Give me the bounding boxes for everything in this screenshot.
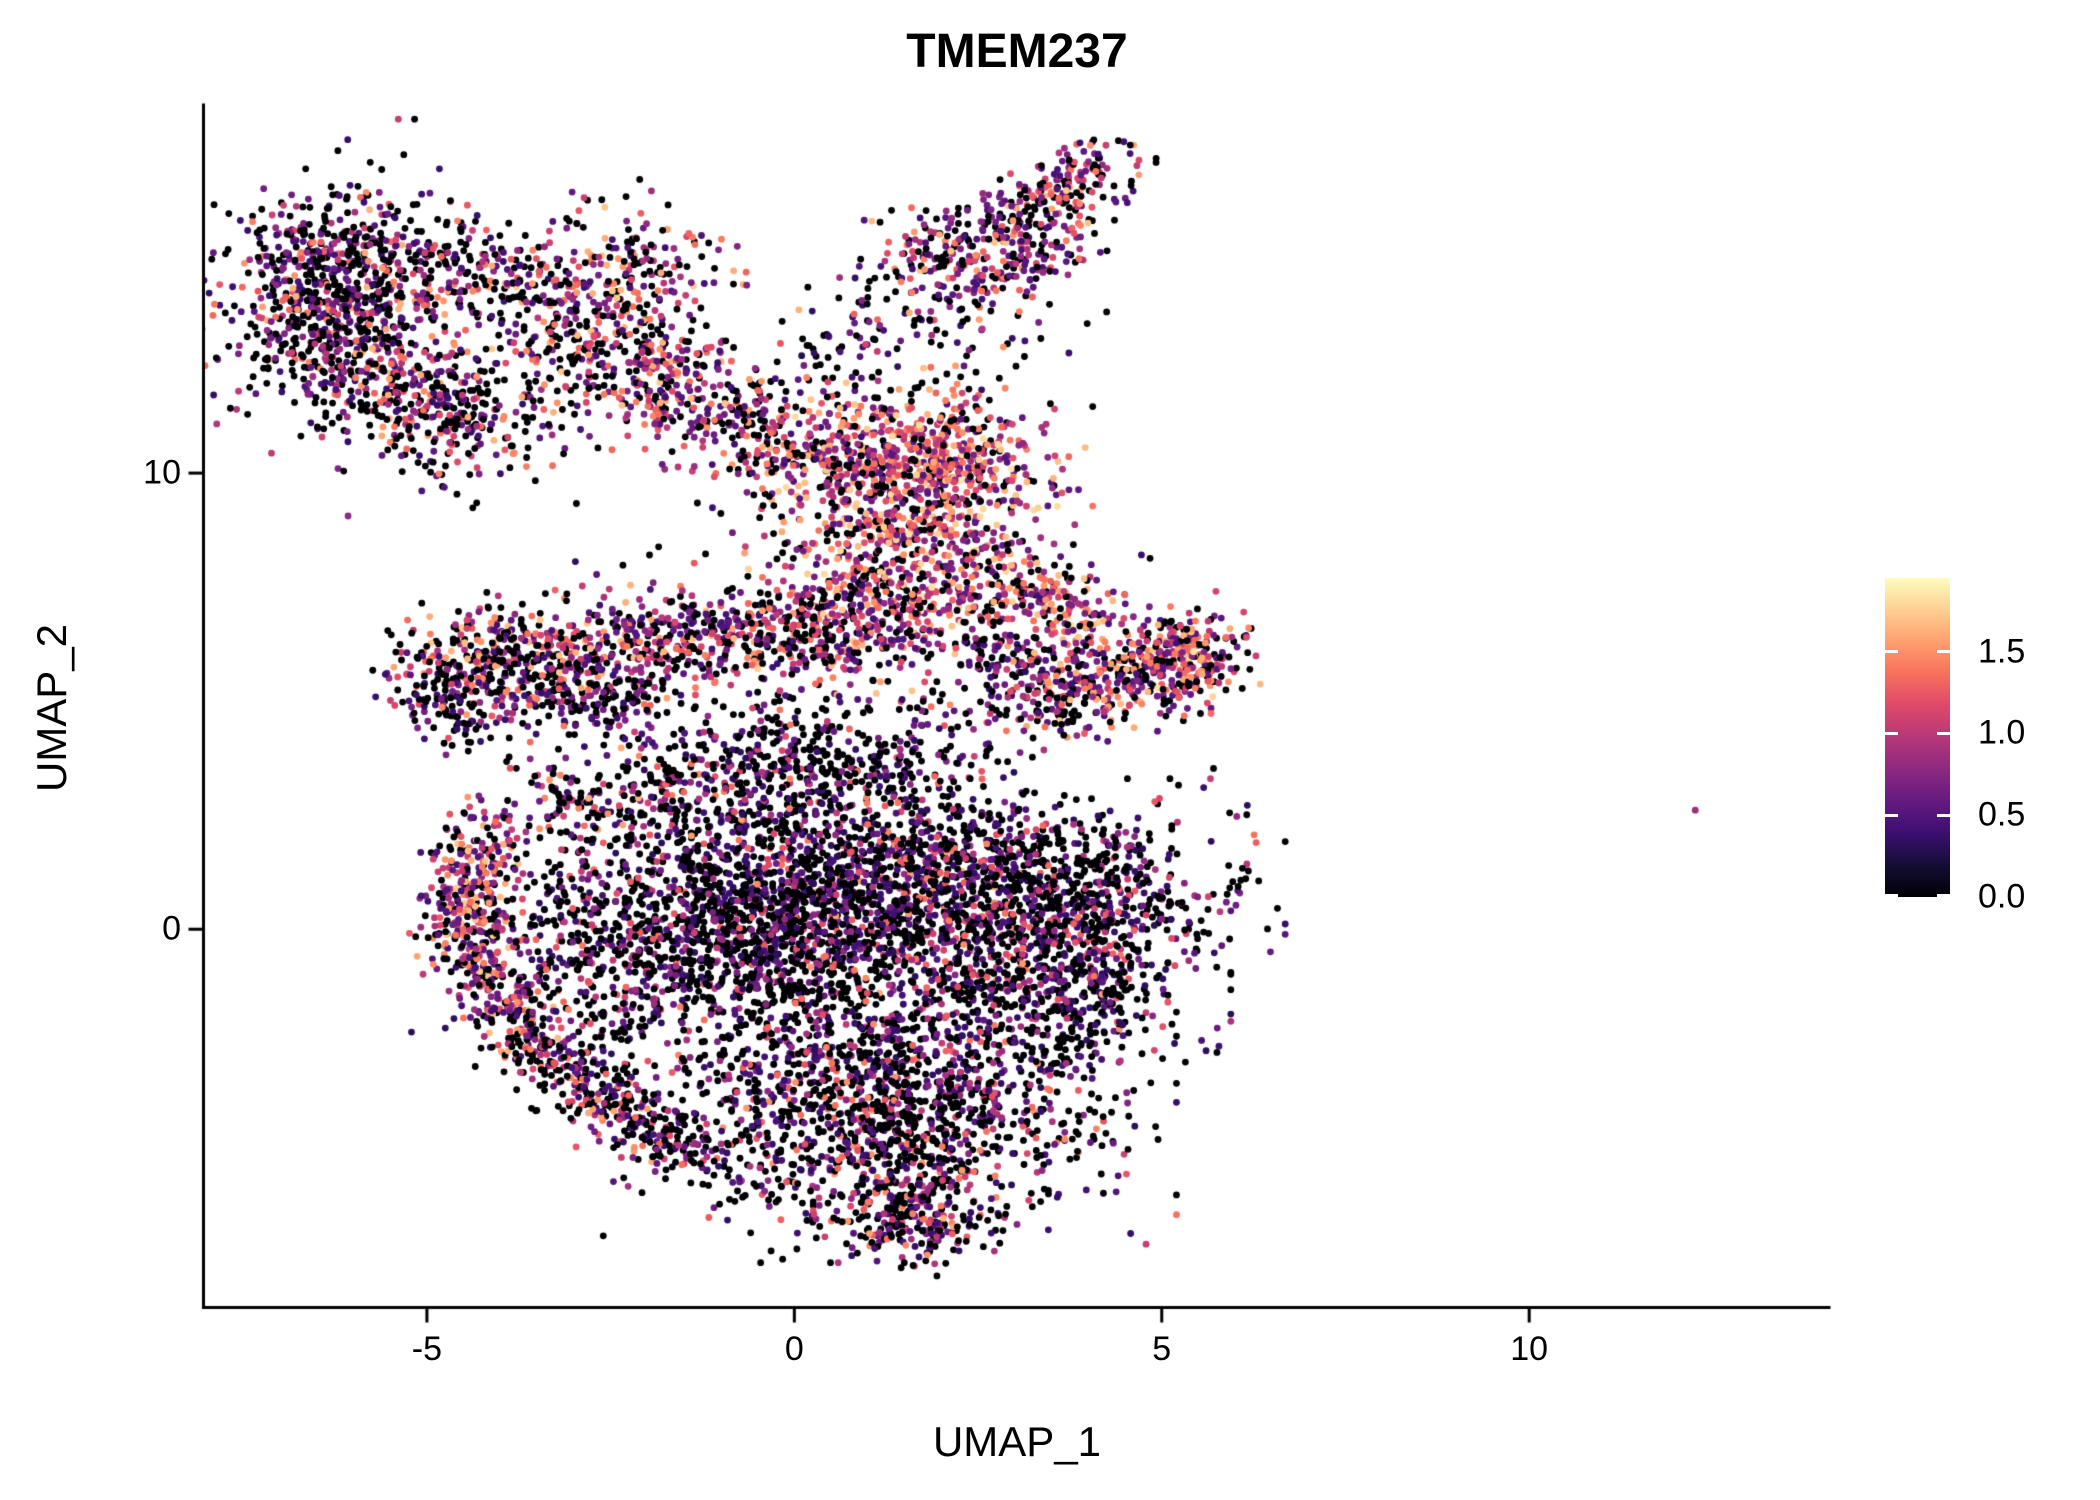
colorbar-tick-label: 1.0 bbox=[1978, 713, 2026, 752]
x-tick-label: 0 bbox=[784, 1330, 804, 1368]
colorbar-tick bbox=[1937, 650, 1950, 654]
colorbar-tick-label: 0.0 bbox=[1978, 877, 2026, 916]
colorbar-tick bbox=[1885, 731, 1898, 735]
colorbar-tick-label: 1.5 bbox=[1978, 632, 2026, 671]
x-tick-label: 5 bbox=[1152, 1330, 1172, 1368]
colorbar-tick bbox=[1885, 894, 1898, 897]
colorbar-tick bbox=[1937, 731, 1950, 735]
colorbar-tick bbox=[1885, 813, 1898, 817]
chart-title: TMEM237 bbox=[906, 25, 1128, 78]
colorbar-gradient bbox=[1885, 578, 1950, 897]
x-tick-label: 10 bbox=[1510, 1330, 1549, 1368]
y-tick-label: 0 bbox=[162, 909, 181, 948]
y-axis-title: UMAP_2 bbox=[28, 623, 75, 793]
y-tick-label: 10 bbox=[143, 453, 181, 492]
x-axis-title: UMAP_1 bbox=[932, 1418, 1102, 1465]
colorbar-tick bbox=[1937, 894, 1950, 897]
expression-colorbar bbox=[1885, 578, 1950, 897]
colorbar-tick-label: 0.5 bbox=[1978, 795, 2026, 834]
x-tick-label: -5 bbox=[411, 1330, 443, 1368]
colorbar-tick bbox=[1885, 650, 1898, 654]
colorbar-tick bbox=[1937, 813, 1950, 817]
